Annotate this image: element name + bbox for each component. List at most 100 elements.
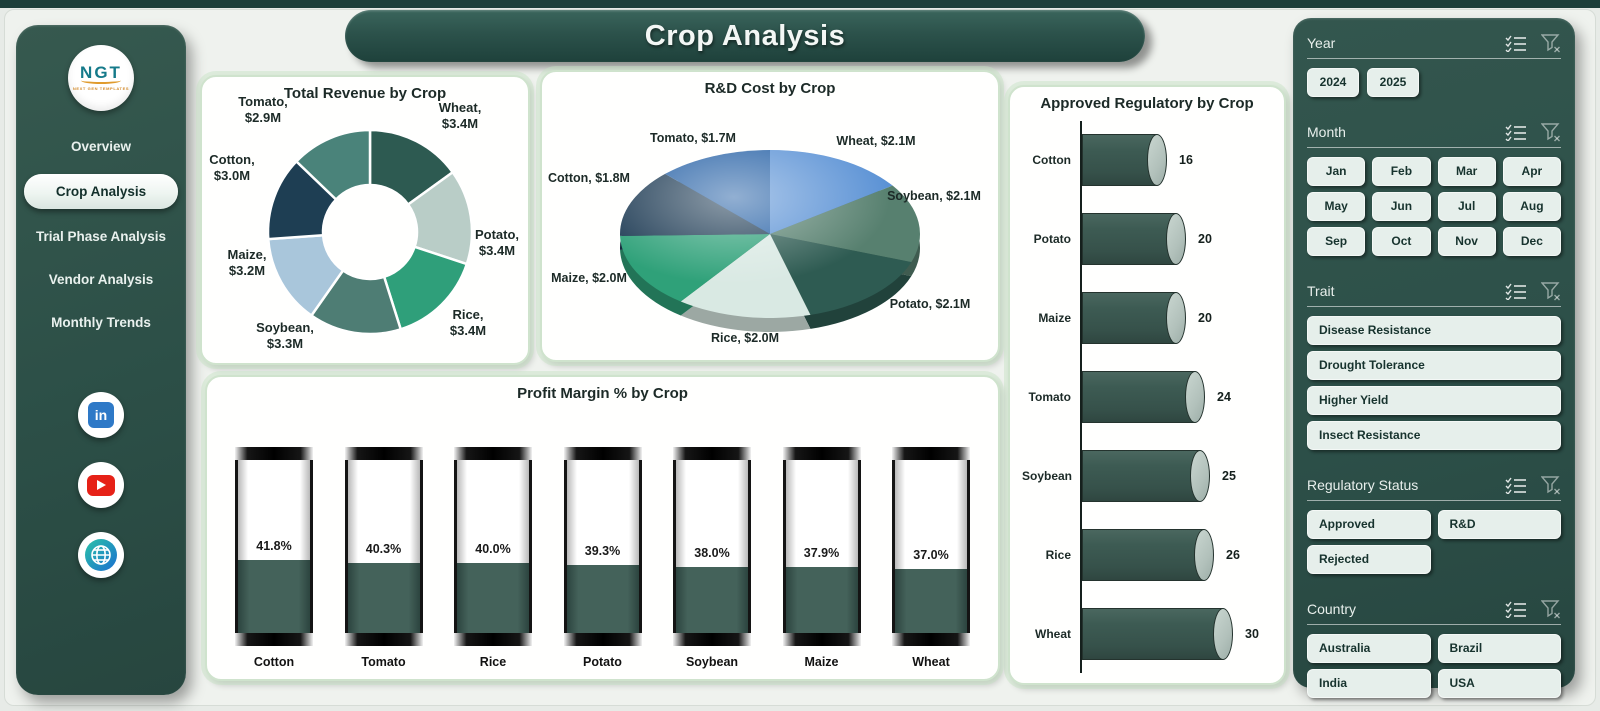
filter-option-feb[interactable]: Feb <box>1372 157 1431 186</box>
regulatory-row-cotton: Cotton 16 <box>1022 121 1274 200</box>
donut-slice-tomato[interactable] <box>294 128 372 202</box>
filter-option-apr[interactable]: Apr <box>1502 157 1561 186</box>
filter-option-insect-resistance[interactable]: Insect Resistance <box>1307 421 1561 450</box>
battery-cap-bottom <box>235 633 313 646</box>
sidebar-item-crop-analysis[interactable]: Crop Analysis <box>24 174 178 209</box>
filter-option-usa[interactable]: USA <box>1437 669 1561 698</box>
top-accent-strip <box>0 0 1600 8</box>
sidebar-item-trial-phase-analysis[interactable]: Trial Phase Analysis <box>35 229 167 244</box>
bar-rice[interactable] <box>1082 528 1214 581</box>
clear-filter-icon[interactable] <box>1541 33 1561 53</box>
bar-track: 20 <box>1080 199 1274 279</box>
select-all-icon[interactable] <box>1505 477 1527 494</box>
battery-value: 38.0% <box>694 546 730 560</box>
donut-label-maize: Maize, $3.2M <box>227 247 266 278</box>
filter-option-nov[interactable]: Nov <box>1437 227 1496 256</box>
logo-swoosh-icon <box>81 77 121 84</box>
battery-fill <box>347 563 420 633</box>
battery-cap-bottom <box>673 633 751 646</box>
battery-fill <box>785 567 858 633</box>
website-link[interactable] <box>78 532 124 578</box>
sidebar-item-overview[interactable]: Overview <box>70 139 132 154</box>
filter-option-mar[interactable]: Mar <box>1437 157 1496 186</box>
bar-cotton[interactable] <box>1082 134 1167 187</box>
filter-option-australia[interactable]: Australia <box>1307 634 1431 663</box>
chart-title-revenue: Total Revenue by Crop <box>283 85 447 102</box>
battery-gauge[interactable]: 37.9% <box>782 447 861 646</box>
filter-option-oct[interactable]: Oct <box>1372 227 1431 256</box>
bar-value: 16 <box>1179 153 1193 168</box>
bar-value: 30 <box>1245 626 1259 641</box>
filter-option-brazil[interactable]: Brazil <box>1437 634 1561 663</box>
filter-option-2024[interactable]: 2024 <box>1307 68 1359 97</box>
bar-potato[interactable] <box>1082 213 1186 266</box>
divider <box>1307 306 1561 307</box>
battery-gauge[interactable]: 38.0% <box>673 447 751 646</box>
category-label: Potato <box>583 655 622 669</box>
clear-filter-icon[interactable] <box>1541 475 1561 495</box>
filter-option-drought-tolerance[interactable]: Drought Tolerance <box>1307 351 1561 380</box>
linkedin-link[interactable]: in <box>78 392 124 438</box>
filter-option-rejected[interactable]: Rejected <box>1307 545 1431 574</box>
filter-section-country: Country Australia Brazil India USA <box>1307 598 1561 698</box>
regulatory-row-potato: Potato 20 <box>1022 199 1274 279</box>
profit-bar-soybean: 38.0% Soybean <box>673 447 751 669</box>
filter-option-approved[interactable]: Approved <box>1307 510 1431 539</box>
youtube-icon <box>87 474 115 496</box>
bar-cap <box>1190 449 1210 502</box>
chart-title-regulatory: Approved Regulatory by Crop <box>1040 95 1254 112</box>
filter-option-jan[interactable]: Jan <box>1307 157 1366 186</box>
select-all-icon[interactable] <box>1505 601 1527 618</box>
sidebar-item-monthly-trends[interactable]: Monthly Trends <box>51 315 151 330</box>
regulatory-row-tomato: Tomato 24 <box>1022 357 1274 437</box>
select-all-icon[interactable] <box>1505 124 1527 141</box>
clear-filter-icon[interactable] <box>1541 599 1561 619</box>
battery-fill <box>457 563 529 633</box>
bar-value: 26 <box>1226 547 1240 562</box>
filter-option-jun[interactable]: Jun <box>1372 192 1431 221</box>
bar-soybean[interactable] <box>1082 449 1210 502</box>
clear-filter-icon[interactable] <box>1541 122 1561 142</box>
youtube-link[interactable] <box>78 462 124 508</box>
filter-options: Disease Resistance Drought Tolerance Highe… <box>1307 316 1561 450</box>
battery-gauge[interactable]: 39.3% <box>563 447 642 646</box>
battery-gauge[interactable]: 40.0% <box>454 447 532 646</box>
filter-option-dec[interactable]: Dec <box>1502 227 1561 256</box>
battery-gauge[interactable]: 40.3% <box>344 447 423 646</box>
bar-maize[interactable] <box>1082 292 1186 345</box>
filter-option-r-d[interactable]: R&D <box>1437 510 1561 539</box>
sidebar-item-vendor-analysis[interactable]: Vendor Analysis <box>48 272 154 287</box>
filter-section-month: Month Jan Feb Mar Apr May Jun Jul Aug Sep Oct Nov De… <box>1307 121 1561 256</box>
pie-label-soybean: Soybean, $2.1M <box>887 189 981 203</box>
filter-option-disease-resistance[interactable]: Disease Resistance <box>1307 316 1561 345</box>
filter-option-higher-yield[interactable]: Higher Yield <box>1307 386 1561 415</box>
battery-fill <box>895 569 967 633</box>
select-all-icon[interactable] <box>1505 283 1527 300</box>
filter-option-may[interactable]: May <box>1307 192 1366 221</box>
category-label: Soybean <box>685 655 739 669</box>
filter-section-trait: Trait Disease Resistance Drought Tolerance… <box>1307 280 1561 450</box>
battery-value: 40.0% <box>475 542 511 556</box>
filter-section-title: Trait <box>1307 283 1335 299</box>
battery-gauge[interactable]: 41.8% <box>235 447 313 646</box>
regulatory-bar-chart: Cotton 16 Potato 20 Maize 20 Tomato 24 Soybean 25… <box>1022 121 1274 674</box>
clear-filter-icon[interactable] <box>1541 281 1561 301</box>
bar-cap <box>1166 213 1186 266</box>
filter-option-aug[interactable]: Aug <box>1502 192 1561 221</box>
filter-option-2025[interactable]: 2025 <box>1367 68 1419 97</box>
card-total-revenue: Total Revenue by Crop Wheat, $3.4M Potato,… <box>200 75 530 365</box>
select-all-icon[interactable] <box>1505 35 1527 52</box>
filter-option-india[interactable]: India <box>1307 669 1431 698</box>
bar-wheat[interactable] <box>1082 607 1233 660</box>
battery-gauge[interactable]: 37.0% <box>892 447 970 646</box>
bar-value: 20 <box>1198 232 1212 247</box>
battery-cap-top <box>892 447 970 460</box>
battery-cap-top <box>344 447 423 460</box>
battery-cap-bottom <box>892 633 970 646</box>
donut-label-cotton: Cotton, $3.0M <box>209 152 254 183</box>
bar-tomato[interactable] <box>1082 371 1205 423</box>
filter-option-jul[interactable]: Jul <box>1437 192 1496 221</box>
filter-section-title: Year <box>1307 35 1336 51</box>
bar-track: 16 <box>1080 121 1274 200</box>
filter-option-sep[interactable]: Sep <box>1307 227 1366 256</box>
